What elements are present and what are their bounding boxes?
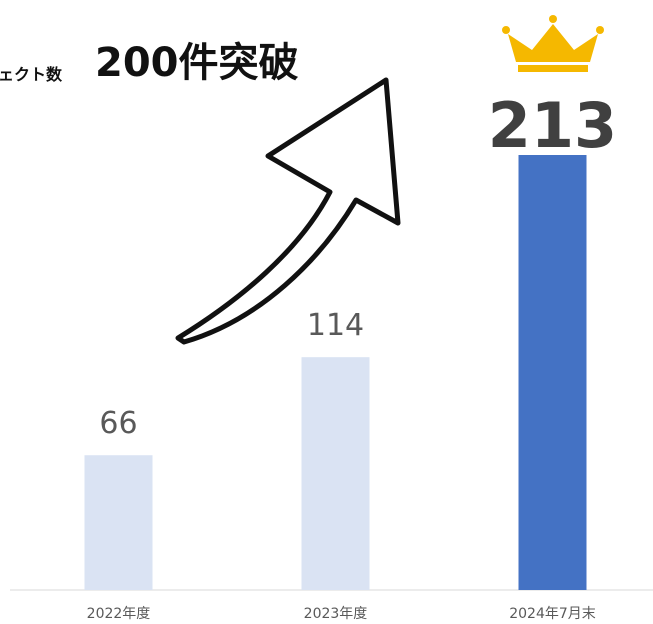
value-label: 114 [307, 308, 364, 343]
chart-title: ェクト数 [0, 65, 63, 84]
value-label: 66 [99, 406, 137, 441]
annotation: 200件突破 [95, 40, 299, 86]
bar [84, 455, 153, 590]
x-tick-label: 2024年7月末 [509, 606, 596, 622]
value-label: 213 [488, 89, 617, 162]
crown [502, 15, 604, 72]
arrow [175, 77, 401, 345]
x-tick-label: 2022年度 [87, 606, 151, 622]
bar [518, 155, 587, 590]
bar [301, 357, 370, 590]
x-tick-label: 2023年度 [304, 606, 368, 622]
